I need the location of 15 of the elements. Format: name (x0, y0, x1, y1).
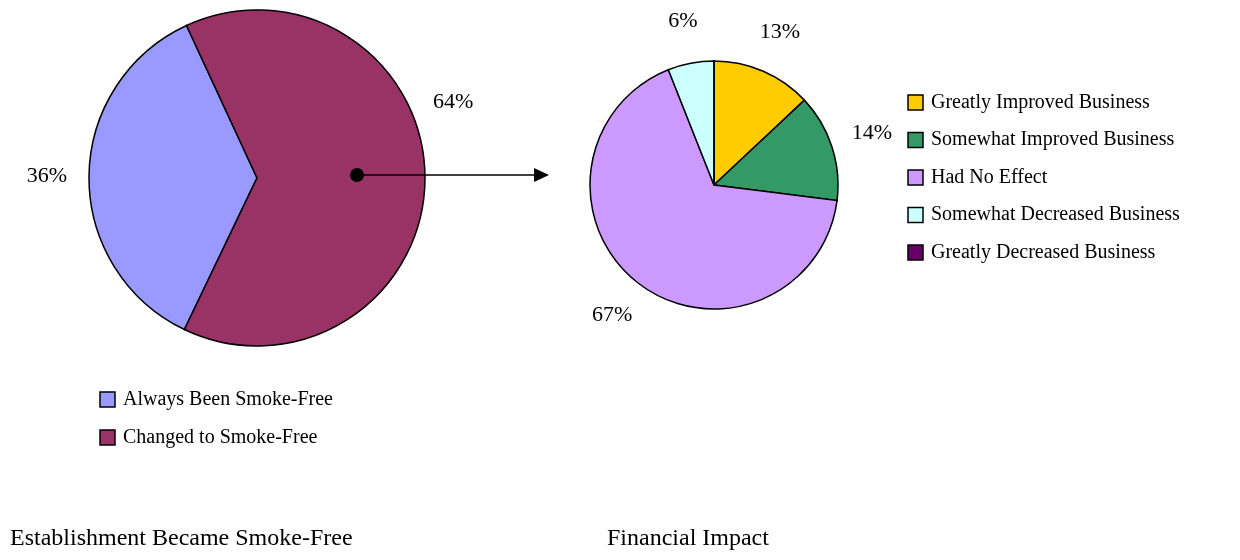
legend-label: Had No Effect (931, 164, 1048, 187)
data-label: 14% (851, 118, 893, 144)
legend-label: Somewhat Improved Business (931, 127, 1175, 151)
data-label: 64% (432, 87, 474, 113)
legend-label: Somewhat Decreased Business (931, 202, 1181, 225)
legend-label: Changed to Smoke-Free (123, 424, 318, 448)
text: Establishment Became Smoke-Free (10, 524, 353, 550)
legend-label: Greatly Decreased Business (931, 239, 1156, 263)
data-label: 13% (759, 17, 801, 43)
legend-label: Always Been Smoke-Free (123, 386, 334, 410)
legend-label: Greatly Improved Business (931, 89, 1151, 113)
data-label: 36% (26, 161, 68, 187)
data-label: 67% (592, 301, 633, 327)
data-label: 6% (668, 6, 698, 32)
text: Financial Impact (607, 524, 770, 550)
